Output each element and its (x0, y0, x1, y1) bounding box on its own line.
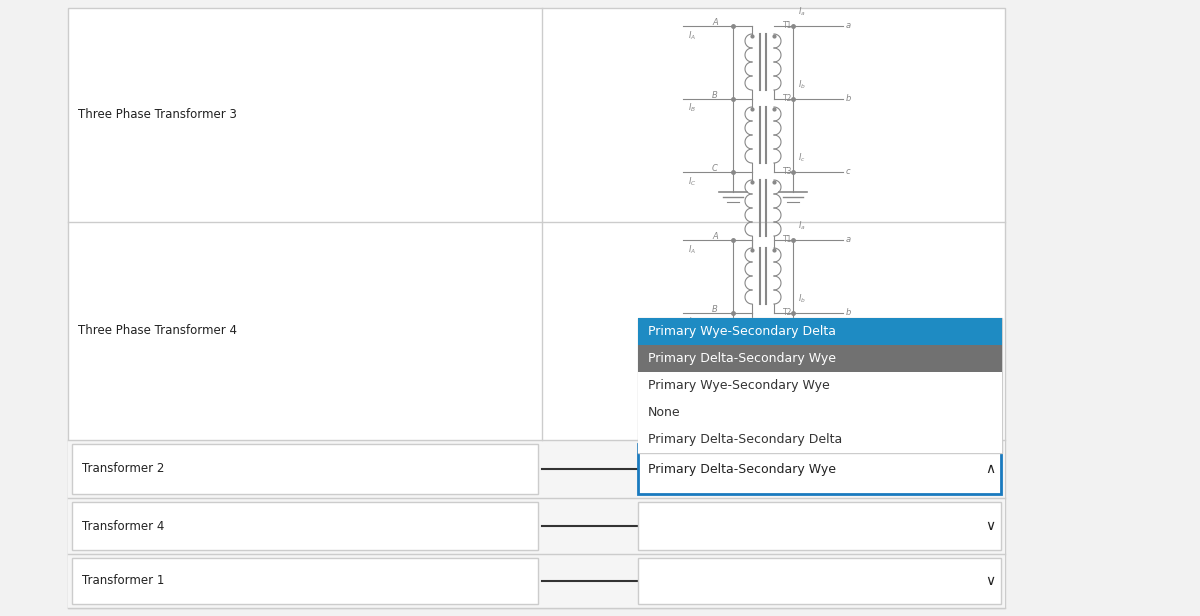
Text: a: a (846, 235, 851, 244)
Text: T3: T3 (784, 381, 792, 390)
Text: Three Phase Transformer 4: Three Phase Transformer 4 (78, 325, 238, 338)
Bar (638, 558, 1001, 604)
Text: $I_{a}$: $I_{a}$ (798, 219, 805, 232)
Text: Transformer 4: Transformer 4 (82, 519, 164, 532)
Text: Primary Wye-Secondary Delta: Primary Wye-Secondary Delta (648, 325, 836, 338)
Text: C: C (712, 164, 718, 173)
Bar (68, 440, 1006, 498)
Text: b: b (846, 308, 851, 317)
Text: Primary Wye-Secondary Wye: Primary Wye-Secondary Wye (648, 379, 829, 392)
Text: c: c (846, 167, 851, 176)
Text: T2: T2 (784, 308, 792, 317)
Text: $I_{B}$: $I_{B}$ (688, 102, 696, 115)
Text: A: A (713, 232, 718, 241)
Text: $I_{c}$: $I_{c}$ (798, 152, 805, 164)
Bar (638, 318, 1002, 453)
Text: $I_{A}$: $I_{A}$ (688, 243, 696, 256)
Text: A: A (713, 18, 718, 27)
Text: b: b (846, 94, 851, 103)
Text: a: a (846, 21, 851, 30)
Text: ∨: ∨ (985, 574, 995, 588)
Text: c: c (846, 381, 851, 390)
Text: T2: T2 (784, 94, 792, 103)
Text: Transformer 2: Transformer 2 (82, 463, 164, 476)
Text: $I_{A}$: $I_{A}$ (688, 29, 696, 41)
Text: Primary Delta-Secondary Delta: Primary Delta-Secondary Delta (648, 433, 842, 446)
Bar (638, 372, 1002, 399)
Text: T3: T3 (784, 167, 792, 176)
Text: $I_{B}$: $I_{B}$ (688, 316, 696, 328)
Text: Three Phase Transformer 3: Three Phase Transformer 3 (78, 108, 236, 121)
Text: $I_{c}$: $I_{c}$ (798, 365, 805, 378)
Bar (638, 502, 1001, 550)
Bar (72, 444, 538, 494)
Text: $I_{b}$: $I_{b}$ (798, 293, 806, 305)
Bar (638, 345, 1002, 372)
Bar (72, 502, 538, 550)
Bar (638, 426, 1002, 453)
Text: B: B (713, 91, 718, 100)
Bar (68, 498, 1006, 554)
Bar (68, 554, 1006, 608)
Text: $I_{a}$: $I_{a}$ (798, 6, 805, 18)
Text: ∧: ∧ (985, 462, 995, 476)
Text: $I_{C}$: $I_{C}$ (688, 175, 696, 187)
Text: Primary Delta-Secondary Wye: Primary Delta-Secondary Wye (648, 463, 836, 476)
Text: T1: T1 (784, 21, 792, 30)
Bar (638, 444, 1001, 494)
Text: Primary Delta-Secondary Wye: Primary Delta-Secondary Wye (648, 352, 836, 365)
Text: C: C (712, 378, 718, 387)
Text: None: None (648, 406, 680, 419)
Text: B: B (713, 305, 718, 314)
Text: T1: T1 (784, 235, 792, 244)
Bar (638, 318, 1002, 345)
Text: ∨: ∨ (985, 519, 995, 533)
Bar (638, 399, 1002, 426)
Text: $I_{C}$: $I_{C}$ (688, 389, 696, 402)
Text: Transformer 1: Transformer 1 (82, 575, 164, 588)
Text: $I_{b}$: $I_{b}$ (798, 78, 806, 91)
Bar (72, 558, 538, 604)
Bar (68, 8, 1006, 608)
